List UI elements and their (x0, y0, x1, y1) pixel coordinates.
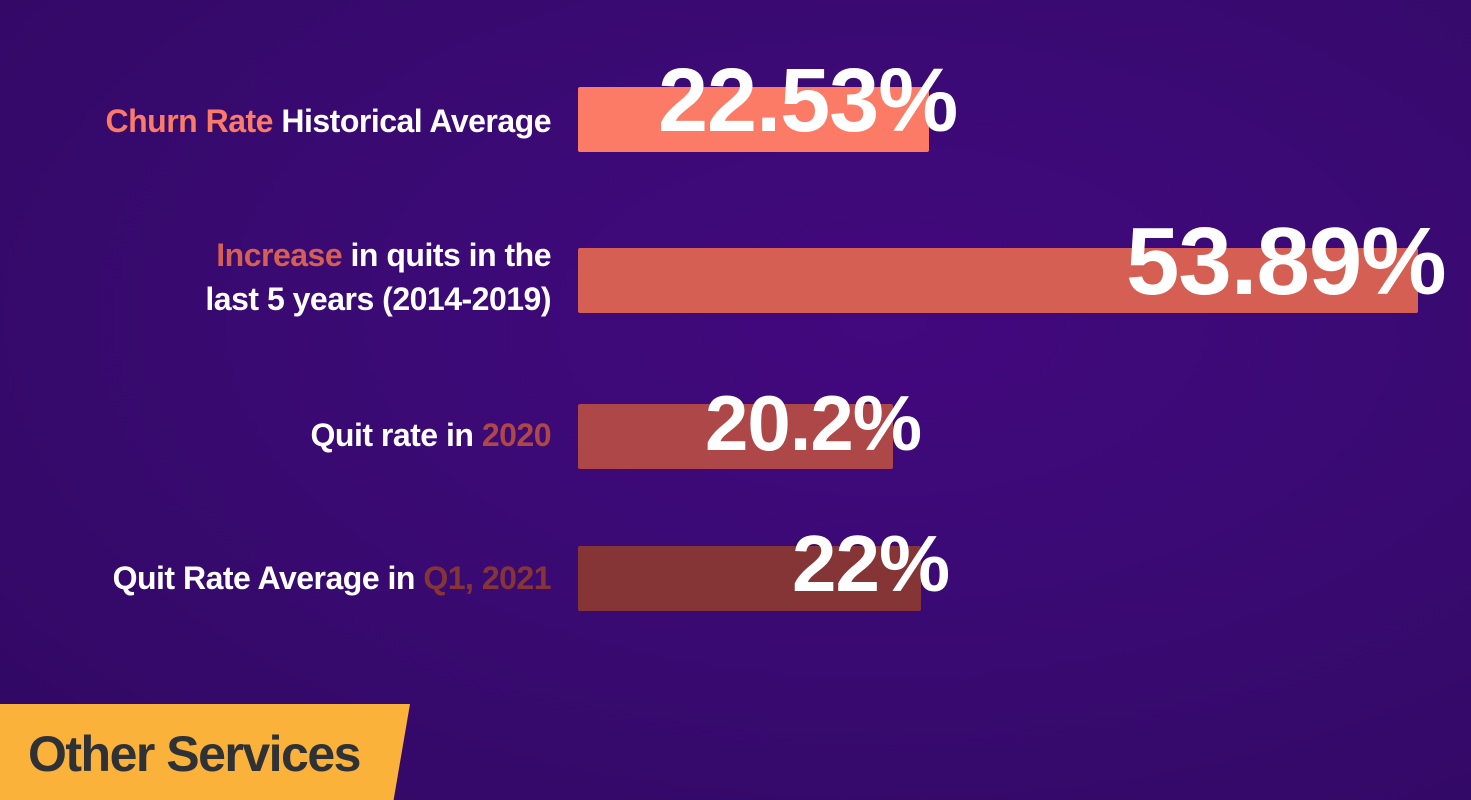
label-highlight: 2020 (481, 417, 552, 453)
label-text: Quit Rate Average in (112, 560, 424, 596)
section-banner-title: Other Services (28, 726, 361, 782)
bar-quit-rate-q1-2021 (578, 546, 921, 611)
bar-quit-rate-2020 (578, 404, 893, 469)
label-text-line2: last 5 years (2014-2019) (205, 281, 551, 317)
value-label-quit-rate-2020: 20.2% (705, 379, 922, 467)
label-quit-rate-2020: Quit rate in 2020 (310, 413, 552, 457)
value-label-churn-rate: 22.53% (658, 51, 958, 151)
label-churn-rate-historical-average: Churn Rate Historical Average (105, 99, 552, 143)
bar-increase-in-quits (578, 248, 1418, 313)
value-label-increase-in-quits: 53.89% (1126, 208, 1447, 315)
label-quit-rate-average-q1-2021: Quit Rate Average in Q1, 2021 (112, 556, 552, 600)
label-highlight: Q1, 2021 (423, 560, 551, 596)
label-highlight: Increase (216, 237, 343, 273)
bar-churn-rate (578, 87, 929, 152)
value-label-quit-rate-q1-2021: 22% (792, 519, 950, 608)
section-banner (0, 704, 410, 800)
label-text: Quit rate in (310, 417, 482, 453)
label-text: Historical Average (272, 103, 551, 139)
label-highlight: Churn Rate (105, 103, 274, 139)
label-increase-in-quits: Increase in quits in the last 5 years (2… (205, 233, 551, 321)
label-text: in quits in the (342, 237, 552, 273)
